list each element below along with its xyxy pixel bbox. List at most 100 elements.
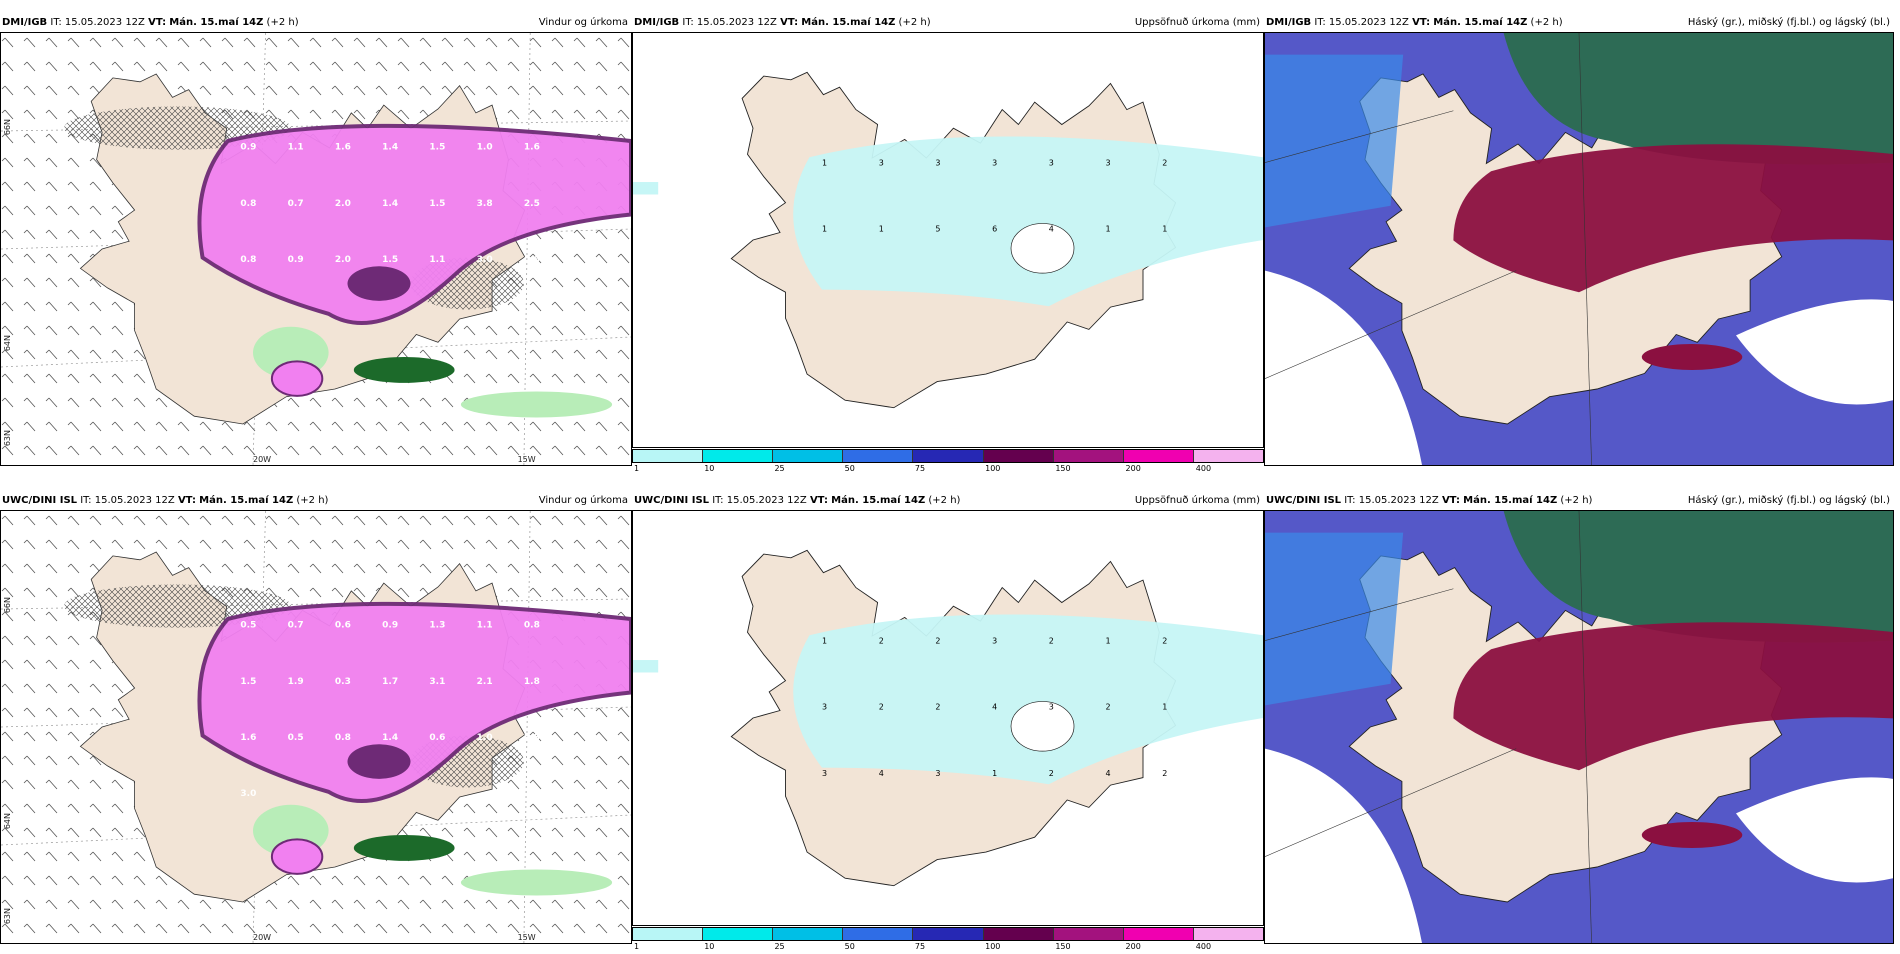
panel-title: Uppsöfnuð úrkoma (mm) (1134, 495, 1260, 506)
wind-barb (1, 635, 14, 646)
wind-barb (595, 587, 608, 598)
wind-barb (617, 85, 630, 96)
wind-barb (1, 659, 14, 670)
panel-header: UWC/DINI ISL IT: 15.05.2023 12Z VT: Mán.… (1264, 492, 1894, 510)
accum-value-label: 1 (1106, 636, 1111, 645)
wind-barb (353, 445, 366, 456)
accum-precip-area (793, 614, 1263, 785)
wind-barb (67, 587, 80, 598)
wind-barb (551, 707, 564, 718)
wind-barb (67, 373, 80, 384)
wind-barb (199, 899, 212, 910)
wind-barb (133, 349, 146, 360)
wind-barb (441, 445, 454, 456)
accum-value-label: 2 (1162, 636, 1167, 645)
precip-value-label: 2.0 (335, 199, 351, 209)
model-name: UWC/DINI ISL (634, 495, 710, 506)
wind-barb (1, 325, 14, 336)
lead-time: (+2 h) (928, 495, 961, 506)
wind-barb (551, 587, 564, 598)
wind-barb (463, 421, 476, 432)
wind-barb (23, 611, 36, 622)
wind-barb (551, 349, 564, 360)
valid-label: VT: (148, 17, 167, 28)
wind-barb (1, 109, 14, 120)
wind-barb (441, 37, 454, 48)
precip-value-label: 0.9 (240, 143, 256, 153)
panel-title: Uppsöfnuð úrkoma (mm) (1134, 17, 1260, 28)
wind-barb (551, 445, 564, 456)
wind-barb (353, 587, 366, 598)
wind-barb (419, 37, 432, 48)
wind-barb (419, 61, 432, 72)
init-time: IT: 15.05.2023 12Z (80, 495, 175, 506)
wind-barb (1, 923, 14, 934)
accum-value-label: 4 (1049, 225, 1054, 234)
wind-barb (111, 851, 124, 862)
accum-value-label: 3 (992, 636, 997, 645)
wind-barb (243, 61, 256, 72)
wind-barb (573, 301, 586, 312)
wind-barb (23, 85, 36, 96)
wind-barb (133, 851, 146, 862)
wind-barb (375, 85, 388, 96)
wind-barb (463, 515, 476, 526)
wind-barb (45, 539, 58, 550)
model-name: DMI/IGB (2, 17, 48, 28)
accum-value-label: 3 (935, 158, 940, 167)
wind-barb (375, 923, 388, 934)
wind-barb (573, 373, 586, 384)
wind-barb (463, 37, 476, 48)
wind-barb (507, 563, 520, 574)
wind-barb (177, 61, 190, 72)
wind-barb (309, 563, 322, 574)
wind-barb (23, 253, 36, 264)
colorbar-swatch (983, 928, 1054, 940)
wind-barb (1, 803, 14, 814)
wind-barb (67, 85, 80, 96)
wind-barb (595, 827, 608, 838)
wind-barb (23, 61, 36, 72)
precip-value-label: 2.5 (524, 199, 540, 209)
precip-value-label: 1.1 (477, 621, 493, 631)
accum-precip-area (633, 182, 659, 195)
wind-barb (1, 421, 14, 432)
wind-barb (67, 875, 80, 886)
accum-value-label: 4 (992, 703, 997, 712)
panel-title: Háský (gr.), miðský (fj.bl.) og lágský (… (1687, 495, 1890, 506)
graticule-line (1265, 270, 1517, 379)
wind-barb (617, 229, 630, 240)
wind-barb (595, 349, 608, 360)
wind-barb (177, 37, 190, 48)
wind-barb (67, 253, 80, 264)
wind-barb (177, 923, 190, 934)
mid-cloud-area (1453, 144, 1893, 293)
wind-barb (67, 515, 80, 526)
wind-barb (133, 515, 146, 526)
wind-barb (67, 659, 80, 670)
wind-barb (595, 515, 608, 526)
wind-barb (23, 445, 36, 456)
wind-barb (485, 421, 498, 432)
wind-barb (529, 349, 542, 360)
accum-value-label: 6 (992, 225, 997, 234)
wind-barb (89, 397, 102, 408)
wind-barb (133, 373, 146, 384)
axis-tick-label: 66N (3, 119, 12, 136)
colorbar-tick: 200 (1125, 464, 1141, 473)
wind-barb (397, 899, 410, 910)
mid-cloud-area (1453, 622, 1893, 771)
wind-barb (243, 515, 256, 526)
accum-value-label: 2 (935, 636, 940, 645)
wind-barb (507, 445, 520, 456)
colorbar-tick: 100 (985, 464, 1001, 473)
wind-barb (45, 563, 58, 574)
wind-barb (617, 61, 630, 72)
wind-barb (375, 563, 388, 574)
wind-barb (353, 875, 366, 886)
wind-barb (199, 85, 212, 96)
wind-barb (507, 85, 520, 96)
colorbar-tick: 150 (1055, 464, 1071, 473)
wind-barb (375, 515, 388, 526)
wind-barb (617, 421, 630, 432)
